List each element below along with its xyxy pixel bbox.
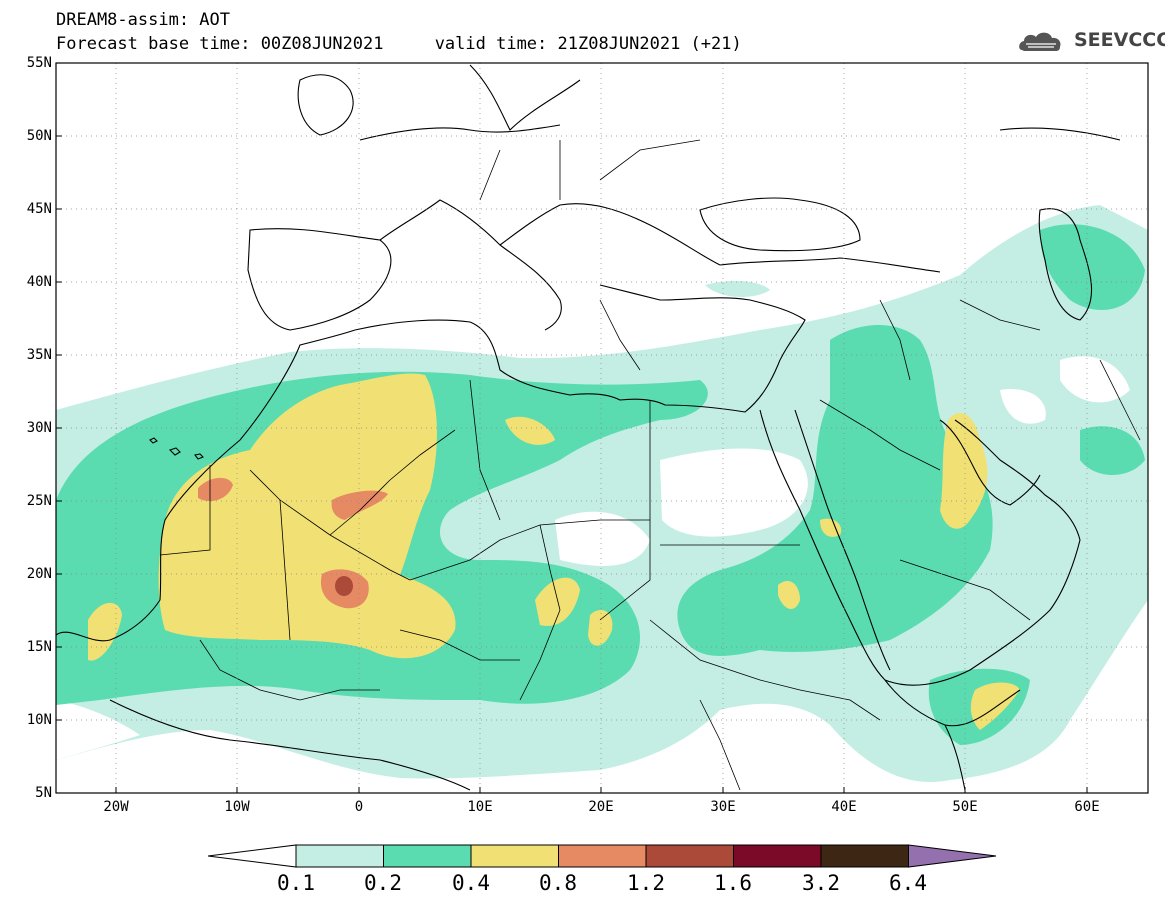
colorbar-label: 3.2 [802, 871, 840, 895]
country-borders [159, 139, 1141, 791]
lon-label: 0 [354, 799, 364, 815]
lat-label: 50N [26, 128, 52, 144]
lon-label: 10W [224, 799, 250, 815]
logo-text: SEEVCCC [1074, 29, 1165, 51]
colorbar-label: 1.2 [627, 871, 665, 895]
lon-label: 40E [831, 799, 857, 815]
colorbar-label: 0.8 [539, 871, 577, 895]
lat-label: 35N [26, 347, 52, 363]
lat-label: 10N [26, 712, 52, 728]
lat-label: 15N [26, 639, 52, 655]
colorbar-label: 6.4 [889, 871, 927, 895]
lat-label: 45N [26, 201, 52, 217]
forecast-times: Forecast base time: 00Z08JUN2021 valid t… [56, 34, 742, 54]
lat-label: 40N [26, 274, 52, 290]
lat-label: 5N [35, 785, 52, 801]
aot-layer-0-4 [88, 373, 1020, 730]
map-title: DREAM8-assim: AOT [56, 10, 230, 30]
lon-label: 20E [588, 799, 614, 815]
colorbar-label: 0.2 [364, 871, 402, 895]
colorbar-label: 0.4 [452, 871, 490, 895]
coastlines [55, 64, 1121, 791]
aot-layer-1-2 [335, 576, 353, 596]
cloud-icon [1019, 32, 1061, 51]
lat-label: 25N [26, 493, 52, 509]
lat-label: 20N [26, 566, 52, 582]
gridlines [56, 63, 1148, 793]
colorbar-label: 0.1 [277, 871, 315, 895]
lat-label: 55N [26, 55, 52, 71]
lon-label: 10E [467, 799, 493, 815]
lon-label: 30E [710, 799, 736, 815]
lon-label: 50E [952, 799, 978, 815]
lat-label: 30N [26, 420, 52, 436]
colorbar-label: 1.6 [714, 871, 752, 895]
tick-marks [56, 62, 1088, 793]
lon-label: 20W [103, 799, 129, 815]
lon-label: 60E [1074, 799, 1100, 815]
